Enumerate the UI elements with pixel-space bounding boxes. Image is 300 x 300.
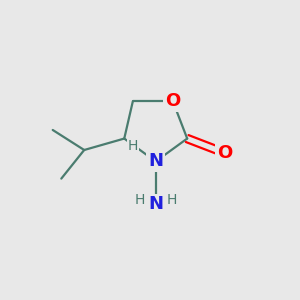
Text: N: N bbox=[148, 152, 163, 170]
Text: H: H bbox=[128, 139, 138, 153]
Text: H: H bbox=[135, 193, 145, 207]
Text: O: O bbox=[165, 92, 181, 110]
Text: N: N bbox=[148, 195, 163, 213]
Text: O: O bbox=[217, 144, 232, 162]
Text: H: H bbox=[166, 193, 177, 207]
